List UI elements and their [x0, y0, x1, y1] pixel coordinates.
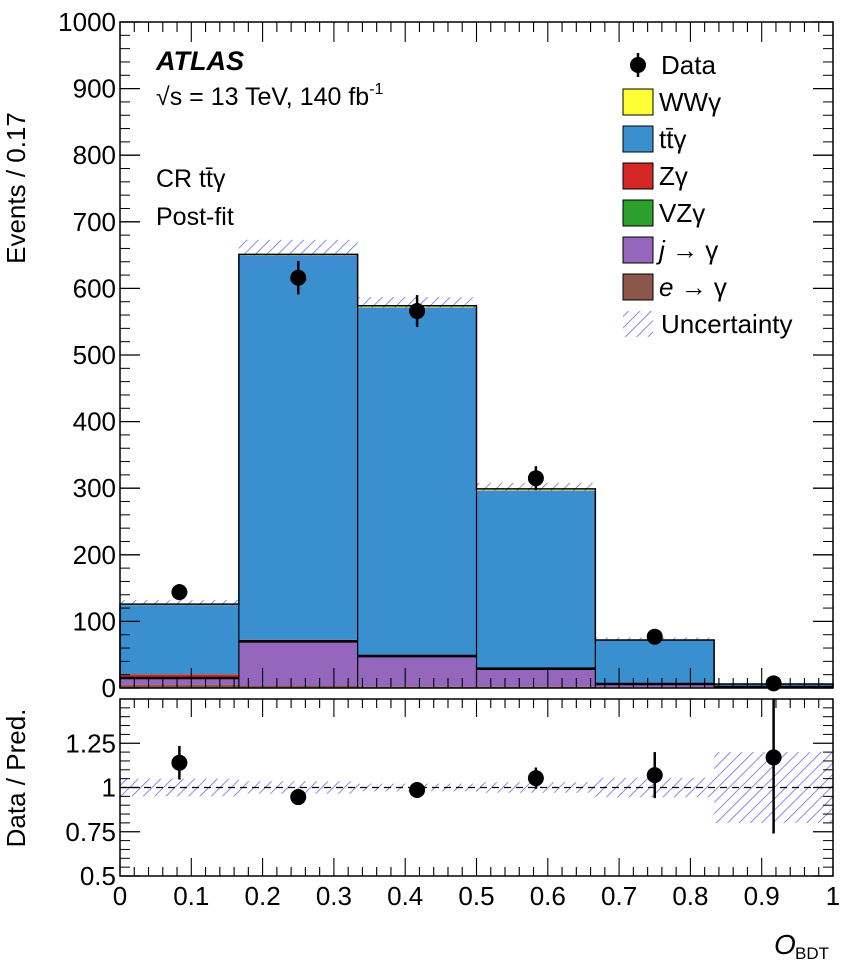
legend-label-text: VZγ	[659, 198, 705, 228]
ratio-data-points	[171, 699, 782, 834]
bar-tt--bin-5	[595, 640, 715, 684]
legend-label-text: WWγ	[659, 87, 721, 117]
ratio-y-tick-label: 0.75	[65, 817, 116, 847]
y-tick-label-900: 900	[73, 74, 116, 104]
legend-swatch-tt-	[622, 125, 654, 153]
bar-j--bin-2	[238, 641, 358, 687]
data-point-3	[409, 303, 426, 320]
total-prediction-outline	[119, 253, 834, 688]
ratio-plot-frame	[119, 698, 834, 877]
ratio-y-axis-title: Data / Pred.	[1, 709, 31, 848]
data-points	[171, 261, 782, 692]
energy-lumi-label: √s = 13 TeV, 140 fb-1	[156, 81, 384, 111]
x-tick-label: 1	[826, 881, 840, 911]
legend-label-italic: e	[659, 272, 673, 302]
data-point-4	[527, 470, 544, 487]
fit-label: Post-fit	[156, 203, 234, 231]
legend-label-text: → γ	[665, 235, 718, 265]
legend-label-ww-: WWγ	[659, 87, 721, 117]
y-tick-label-500: 500	[73, 340, 116, 370]
legend-label-text: tt̄γ	[659, 124, 686, 154]
atlas-label: ATLAS	[155, 46, 244, 76]
bar-z--bin-1	[120, 674, 239, 678]
energy-lumi-text: √s = 13 TeV, 140 fb	[156, 83, 369, 111]
x-axis-title-subscript: BDT	[795, 944, 829, 963]
legend-swatch-vz-	[622, 199, 654, 227]
legend-swatch-j-	[622, 236, 654, 264]
ratio-point-5	[646, 767, 663, 784]
x-tick-label: 0.4	[387, 881, 423, 911]
y-tick-label-600: 600	[73, 273, 116, 303]
y-tick-label-1000: 1000	[58, 7, 116, 37]
legend-swatch-ww-	[622, 88, 654, 116]
y-tick-label-0: 0	[102, 673, 116, 703]
ratio-uncertainty-bin-1	[120, 778, 239, 797]
bar-j--bin-3	[357, 656, 477, 687]
ratio-uncertainty-bin-2	[238, 781, 358, 794]
region-label: CR tt̄γ	[156, 165, 226, 193]
ratio-point-6	[765, 749, 782, 766]
bar-j--bin-1	[120, 678, 239, 685]
bar-e--bin-2	[238, 686, 358, 688]
legend-label-italic: j	[656, 235, 666, 265]
bar-tt--bin-4	[476, 490, 596, 668]
main-axes: 0 100 200 300 400 500 600 700 800 900 1000	[58, 7, 834, 703]
x-axis-title-main: O	[774, 929, 796, 960]
legend-label-j-: j → γ	[656, 235, 718, 265]
legend-label-e-: e → γ	[659, 272, 727, 302]
bar-tt--bin-3	[357, 307, 477, 656]
bar-j--bin-4	[476, 668, 596, 687]
legend-label-text: → γ	[673, 272, 726, 302]
histogram-outline	[119, 253, 834, 689]
legend-label-z-: Zγ	[659, 161, 688, 191]
x-axis-title: O	[774, 929, 796, 960]
legend-swatch-e-	[622, 273, 654, 301]
ratio-point-4	[527, 770, 544, 787]
legend-uncertainty-label: Uncertainty	[661, 309, 793, 339]
ratio-point-1	[171, 754, 188, 771]
y-tick-label-800: 800	[73, 140, 116, 170]
legend-swatch-uncertainty	[623, 311, 653, 337]
legend-data-marker	[630, 57, 646, 73]
y-axis-title: Events / 0.17	[1, 112, 31, 264]
bar-j--bin-5	[595, 684, 715, 688]
x-tick-label: 0.5	[458, 881, 494, 911]
data-point-2	[290, 269, 307, 286]
x-tick-label: 0	[113, 881, 127, 911]
data-point-1	[171, 584, 188, 601]
stacked-histogram	[120, 254, 833, 688]
x-tick-label: 0.3	[316, 881, 352, 911]
ratio-point-3	[409, 781, 426, 798]
x-tick-label: 0.1	[173, 881, 209, 911]
x-tick-label: 0.9	[744, 881, 780, 911]
y-tick-label-100: 100	[73, 606, 116, 636]
y-tick-label-700: 700	[73, 207, 116, 237]
legend-data-label: Data	[661, 50, 716, 80]
bar-tt--bin-2	[238, 255, 358, 640]
legend-label-tt-: tt̄γ	[659, 124, 686, 154]
main-plot-frame	[119, 21, 834, 689]
ratio-y-tick-label: 1.25	[65, 728, 116, 758]
energy-lumi-sup: -1	[369, 81, 383, 98]
data-point-5	[646, 628, 663, 645]
ratio-point-2	[290, 789, 307, 806]
legend-swatch-z-	[622, 162, 654, 190]
x-tick-label: 0.8	[672, 881, 708, 911]
y-tick-label-400: 400	[73, 407, 116, 437]
legend-label-vz-: VZγ	[659, 198, 705, 228]
x-tick-label: 0.6	[530, 881, 566, 911]
bar-e--bin-1	[120, 684, 239, 688]
legend-label-text: Zγ	[659, 161, 688, 191]
x-tick-label: 0.7	[601, 881, 637, 911]
y-tick-label-300: 300	[73, 473, 116, 503]
ratio-axes: 0.5 0.75 1 1.25 0 0.1 0.2 0.3 0.4 0.5 0.6 0.7 0.8 0.9…	[65, 699, 840, 911]
bar-tt--bin-1	[120, 605, 239, 675]
x-tick-label: 0.2	[245, 881, 281, 911]
ratio-y-tick-label: 1	[102, 773, 116, 803]
y-tick-label-200: 200	[73, 540, 116, 570]
data-point-6	[765, 675, 782, 692]
ratio-y-tick-label: 0.5	[80, 861, 116, 891]
